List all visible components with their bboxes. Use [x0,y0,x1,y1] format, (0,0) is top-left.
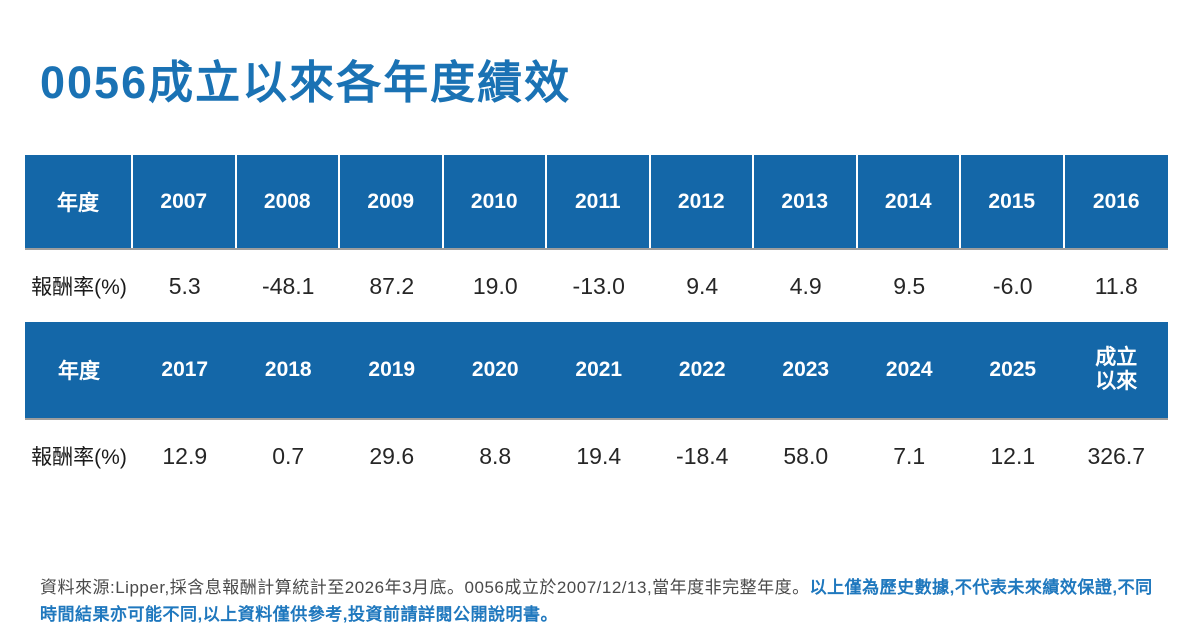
return-row-label: 報酬率(%) [25,420,133,492]
table2-header-row: 年度 2017 2018 2019 2020 2021 2022 2023 20… [25,322,1168,420]
return-value-2024: 7.1 [857,420,961,492]
return-value-2012: 9.4 [650,250,754,322]
return-value-2019: 29.6 [340,420,444,492]
return-value-2007: 5.3 [133,250,237,322]
since-inception-header-cell: 成立 以來 [1064,322,1168,418]
return-value-2011: -13.0 [547,250,651,322]
year-header-cell-2025: 2025 [961,322,1065,418]
return-value-2020: 8.8 [443,420,547,492]
year-header-cell-2020: 2020 [443,322,547,418]
year-header-cell-2021: 2021 [547,322,651,418]
year-header-cell-2007: 2007 [133,155,237,248]
year-header-cell-2018: 2018 [236,322,340,418]
return-value-2022: -18.4 [650,420,754,492]
disclaimer-text: 以上僅為歷史數據,不代表未來績效保證,不同時間結果亦可能不同,以上資料僅供參考,… [40,578,1153,624]
return-value-2018: 0.7 [236,420,340,492]
year-label-header-cell: 年度 [25,155,133,248]
year-header-cell-2017: 2017 [133,322,237,418]
year-header-cell-2014: 2014 [857,155,961,248]
return-value-2025: 12.1 [961,420,1065,492]
return-value-2021: 19.4 [547,420,651,492]
year-header-cell-2023: 2023 [754,322,858,418]
year-header-cell-2011: 2011 [547,155,651,248]
return-value-2016: 11.8 [1064,250,1168,322]
year-label-header-cell: 年度 [25,322,133,418]
return-value-2008: -48.1 [236,250,340,322]
year-header-cell-2010: 2010 [443,155,547,248]
table1-header-row: 年度 2007 2008 2009 2010 2011 2012 2013 20… [25,155,1168,250]
return-value-2009: 87.2 [340,250,444,322]
page-title: 0056成立以來各年度績效 [40,57,572,108]
year-header-cell-2022: 2022 [650,322,754,418]
table2-return-row: 報酬率(%) 12.9 0.7 29.6 8.8 19.4 -18.4 58.0… [25,420,1168,492]
return-value-since-inception: 326.7 [1064,420,1168,492]
year-header-cell-2008: 2008 [236,155,340,248]
return-value-2023: 58.0 [754,420,858,492]
year-header-cell-2016: 2016 [1064,155,1168,248]
year-header-cell-2015: 2015 [961,155,1065,248]
year-header-cell-2013: 2013 [754,155,858,248]
return-value-2017: 12.9 [133,420,237,492]
source-text: 資料來源:Lipper,採含息報酬計算統計至2026年3月底。0056成立於20… [40,578,810,597]
table1-return-row: 報酬率(%) 5.3 -48.1 87.2 19.0 -13.0 9.4 4.9… [25,250,1168,322]
return-value-2014: 9.5 [857,250,961,322]
return-value-2015: -6.0 [961,250,1065,322]
year-header-cell-2024: 2024 [857,322,961,418]
year-header-cell-2009: 2009 [340,155,444,248]
return-value-2013: 4.9 [754,250,858,322]
return-row-label: 報酬率(%) [25,250,133,322]
year-header-cell-2019: 2019 [340,322,444,418]
return-value-2010: 19.0 [443,250,547,322]
footer-note: 資料來源:Lipper,採含息報酬計算統計至2026年3月底。0056成立於20… [40,574,1168,628]
year-header-cell-2012: 2012 [650,155,754,248]
